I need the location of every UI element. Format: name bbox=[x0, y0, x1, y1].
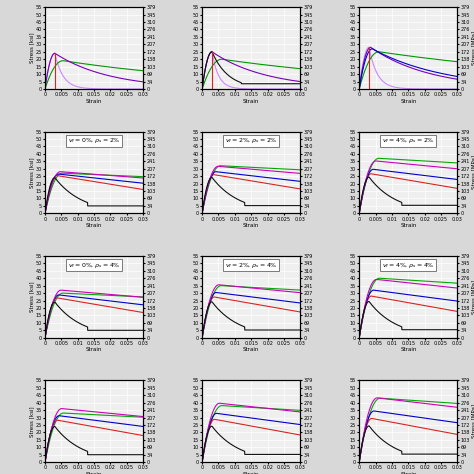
Y-axis label: Stress [MPa]: Stress [MPa] bbox=[471, 31, 474, 65]
Text: $v_f = 4\%$, $\rho_s = 4\%$: $v_f = 4\%$, $\rho_s = 4\%$ bbox=[382, 261, 435, 270]
Text: $v_f = 2\%$, $\rho_s = 2\%$: $v_f = 2\%$, $\rho_s = 2\%$ bbox=[225, 137, 278, 146]
X-axis label: Strain: Strain bbox=[243, 223, 259, 228]
X-axis label: Strain: Strain bbox=[400, 99, 417, 103]
X-axis label: Strain: Strain bbox=[400, 472, 417, 474]
X-axis label: Strain: Strain bbox=[243, 347, 259, 352]
Text: $v_f = 4\%$, $\rho_s = 2\%$: $v_f = 4\%$, $\rho_s = 2\%$ bbox=[382, 137, 435, 146]
X-axis label: Strain: Strain bbox=[243, 472, 259, 474]
X-axis label: Strain: Strain bbox=[86, 472, 102, 474]
Y-axis label: Stress [MPa]: Stress [MPa] bbox=[471, 280, 474, 314]
X-axis label: Strain: Strain bbox=[400, 347, 417, 352]
Y-axis label: Stress [ksi]: Stress [ksi] bbox=[29, 406, 34, 437]
X-axis label: Strain: Strain bbox=[243, 99, 259, 103]
X-axis label: Strain: Strain bbox=[400, 223, 417, 228]
X-axis label: Strain: Strain bbox=[86, 347, 102, 352]
Y-axis label: Stress [ksi]: Stress [ksi] bbox=[29, 157, 34, 188]
Y-axis label: Stress [MPa]: Stress [MPa] bbox=[471, 155, 474, 190]
X-axis label: Strain: Strain bbox=[86, 99, 102, 103]
Y-axis label: Stress [ksi]: Stress [ksi] bbox=[29, 282, 34, 312]
X-axis label: Strain: Strain bbox=[86, 223, 102, 228]
Text: $v_f = 2\%$, $\rho_s = 4\%$: $v_f = 2\%$, $\rho_s = 4\%$ bbox=[225, 261, 278, 270]
Text: $v_f = 0\%$, $\rho_s = 2\%$: $v_f = 0\%$, $\rho_s = 2\%$ bbox=[68, 137, 120, 146]
Text: $v_f = 0\%$, $\rho_s = 4\%$: $v_f = 0\%$, $\rho_s = 4\%$ bbox=[68, 261, 120, 270]
Y-axis label: Stress [MPa]: Stress [MPa] bbox=[471, 404, 474, 438]
Y-axis label: Stress [ksi]: Stress [ksi] bbox=[29, 33, 34, 64]
